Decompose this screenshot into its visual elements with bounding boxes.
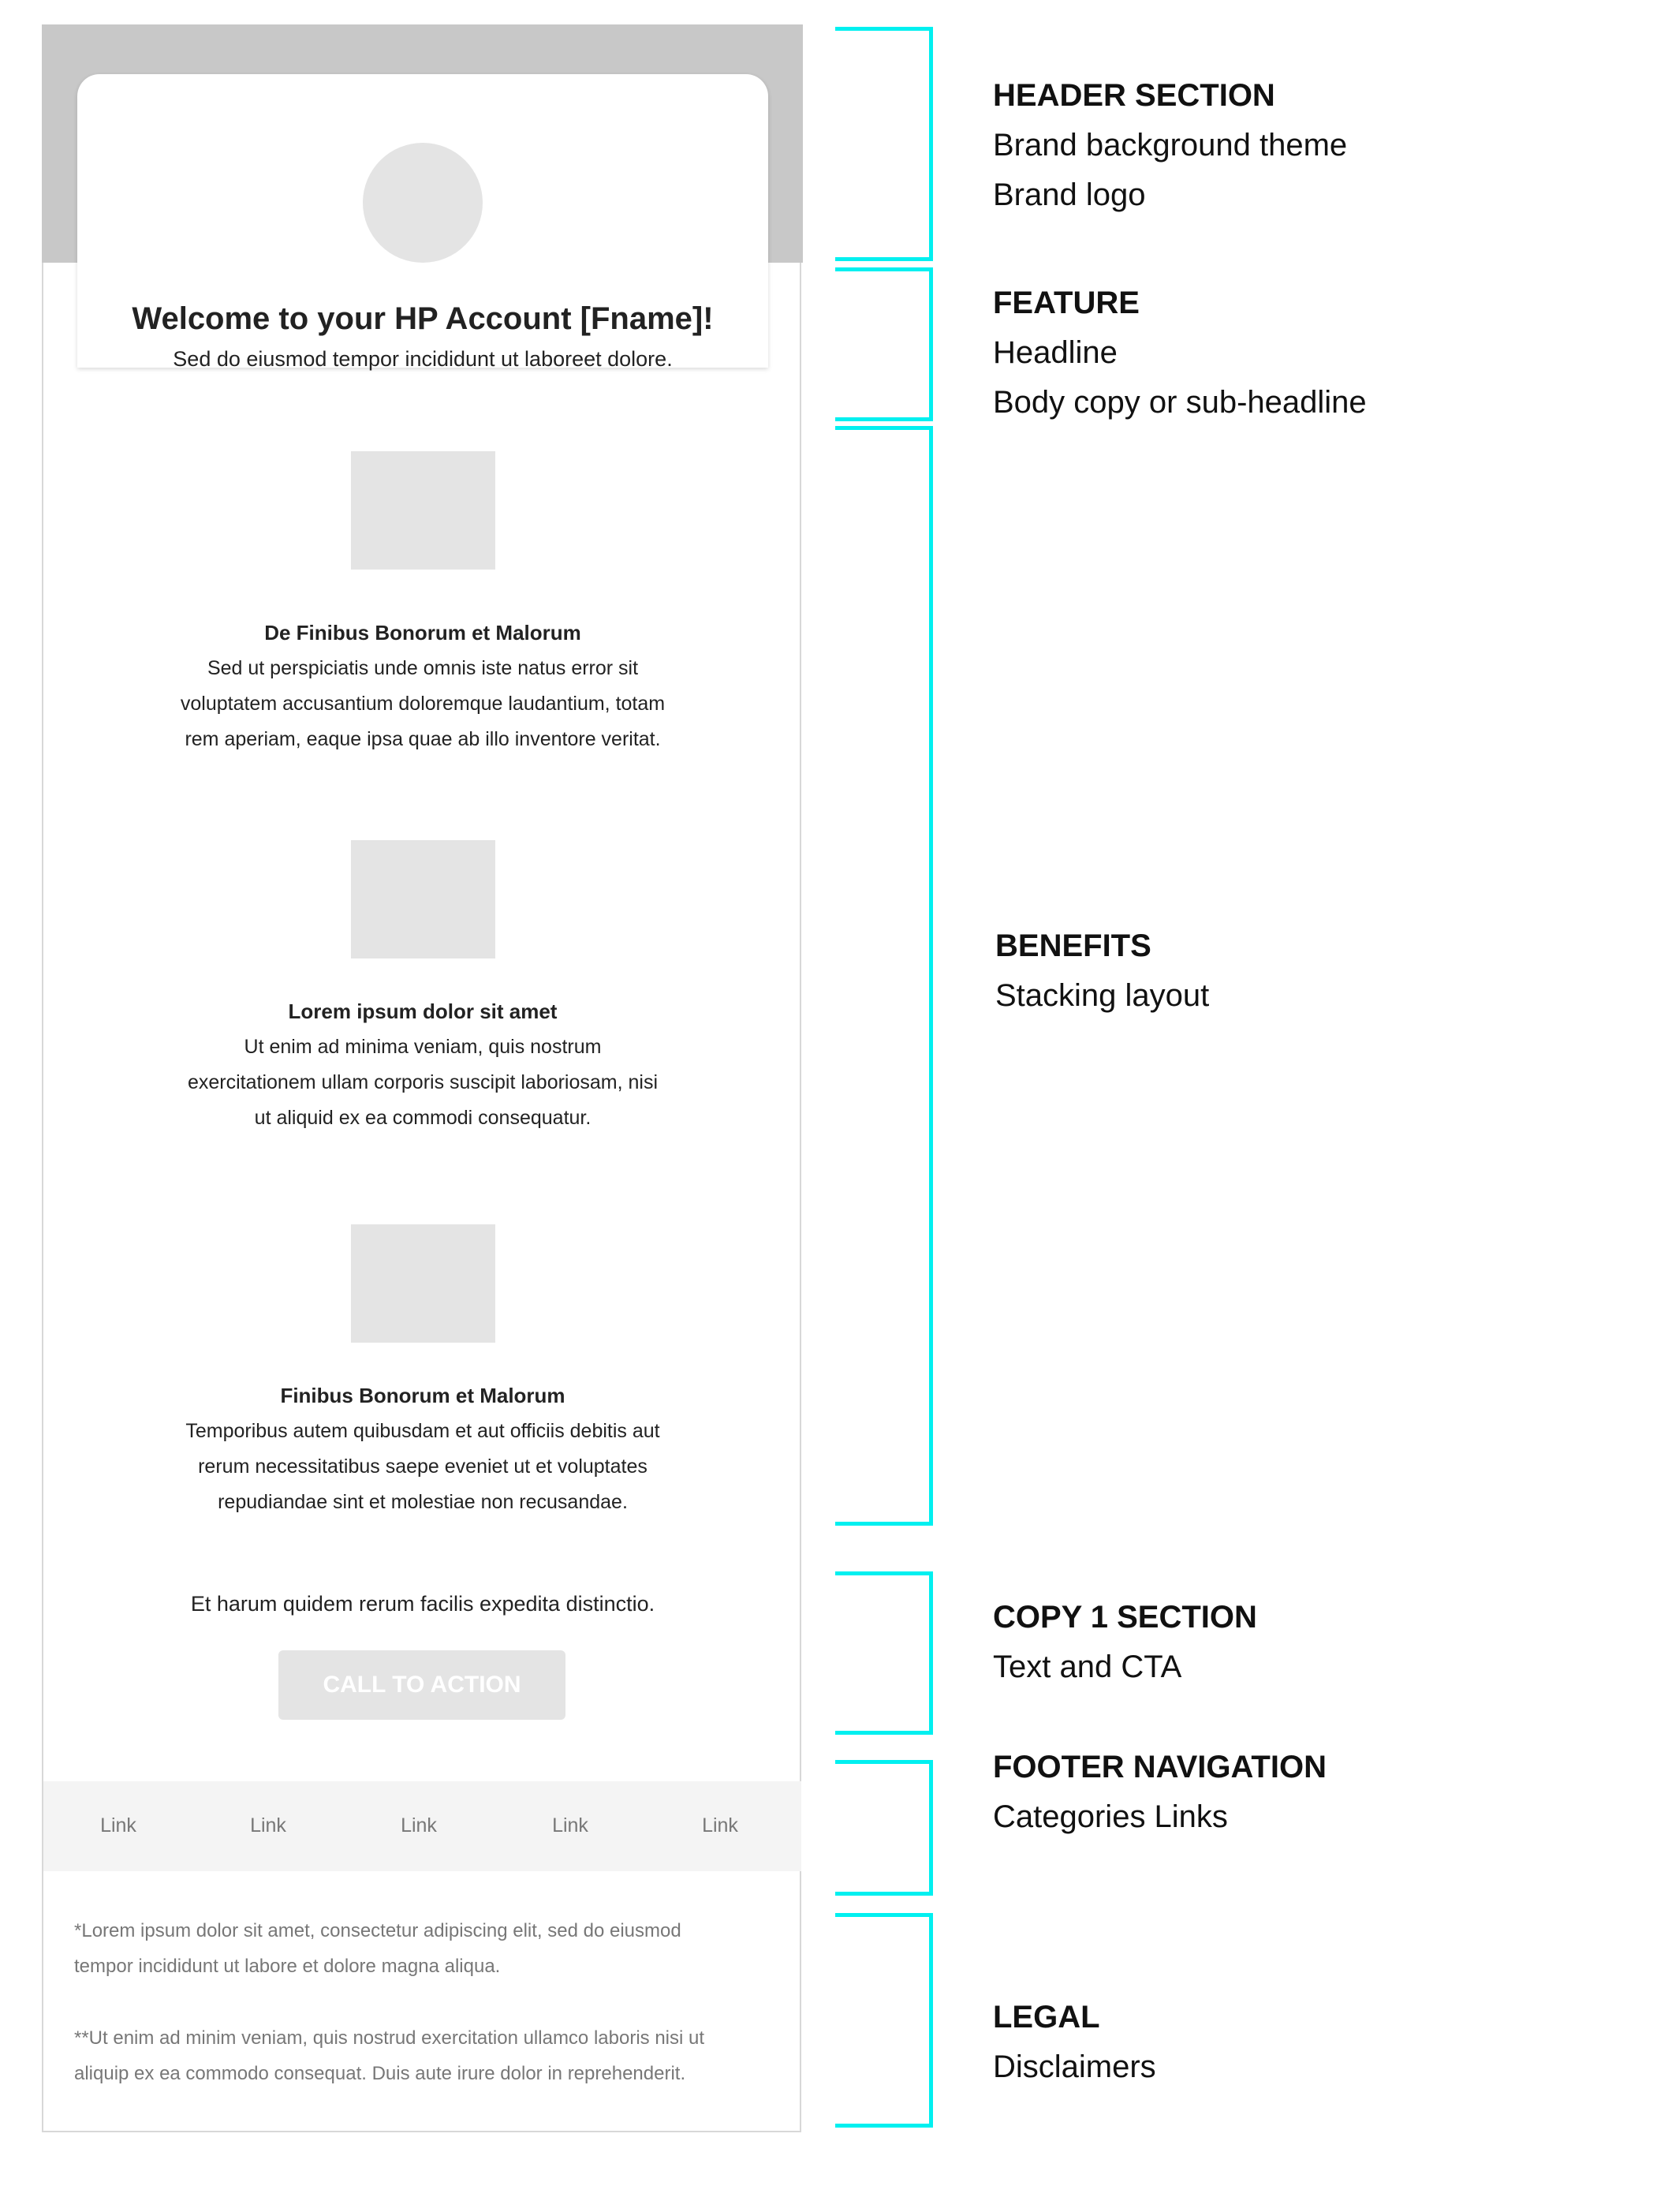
annotation-title: LEGAL bbox=[993, 2000, 1100, 2035]
annotation-legal: LEGAL Disclaimers bbox=[993, 1993, 1156, 2092]
headline: Welcome to your HP Account [Fname]! bbox=[132, 301, 714, 336]
section-bracket bbox=[835, 1571, 933, 1735]
annotation-benefits: BENEFITS Stacking layout bbox=[995, 921, 1209, 1021]
annotation-line: Headline bbox=[993, 335, 1118, 370]
section-bracket bbox=[835, 267, 933, 421]
annotation-feature: FEATURE Headline Body copy or sub-headli… bbox=[993, 278, 1367, 428]
annotation-title: HEADER SECTION bbox=[993, 78, 1275, 113]
benefit-body-line: exercitationem ullam corporis suscipit l… bbox=[187, 1071, 659, 1093]
benefit-body: Sed ut perspiciatis unde omnis iste natu… bbox=[77, 651, 768, 757]
benefit-image-placeholder bbox=[351, 451, 495, 570]
legal-line: *Lorem ipsum dolor sit amet, consectetur… bbox=[74, 1920, 681, 1941]
benefit-body-line: Temporibus autem quibusdam et aut offici… bbox=[185, 1420, 660, 1442]
annotation-line: Brand background theme bbox=[993, 128, 1348, 163]
section-bracket bbox=[835, 426, 933, 1526]
benefit-image-placeholder bbox=[351, 1224, 495, 1343]
brand-logo-placeholder bbox=[363, 143, 483, 263]
annotation-line: Categories Links bbox=[993, 1799, 1228, 1834]
annotation-line: Stacking layout bbox=[995, 978, 1210, 1013]
annotation-line: Body copy or sub-headline bbox=[993, 385, 1367, 420]
footer-navigation bbox=[43, 1781, 801, 1871]
benefit-body-line: voluptatem accusantium doloremque laudan… bbox=[180, 693, 666, 715]
subheadline: Sed do eiusmod tempor incididunt ut labo… bbox=[173, 347, 673, 371]
annotation-header: HEADER SECTION Brand background theme Br… bbox=[993, 71, 1347, 220]
section-bracket bbox=[835, 1760, 933, 1896]
legal-line: aliquip ex ea commodo consequat. Duis au… bbox=[74, 2063, 686, 2084]
annotation-title: COPY 1 SECTION bbox=[993, 1600, 1257, 1635]
annotation-copy: COPY 1 SECTION Text and CTA bbox=[993, 1593, 1257, 1692]
benefit-body: Ut enim ad minima veniam, quis nostrum e… bbox=[77, 1029, 768, 1136]
benefit-body-line: Ut enim ad minima veniam, quis nostrum bbox=[244, 1036, 602, 1058]
footer-link[interactable]: Link bbox=[552, 1814, 588, 1836]
benefit-body-line: repudiandae sint et molestiae non recusa… bbox=[218, 1491, 628, 1513]
legal-line: tempor incididunt ut labore et dolore ma… bbox=[74, 1956, 501, 1977]
benefit-body-line: rem aperiam, eaque ipsa quae ab illo inv… bbox=[185, 728, 661, 750]
annotation-line: Brand logo bbox=[993, 177, 1146, 212]
annotation-line: Text and CTA bbox=[993, 1650, 1182, 1684]
footer-link[interactable]: Link bbox=[401, 1814, 437, 1836]
section-bracket bbox=[835, 1913, 933, 2128]
footer-link[interactable]: Link bbox=[702, 1814, 738, 1836]
benefit-body: Temporibus autem quibusdam et aut offici… bbox=[77, 1414, 768, 1520]
benefit-body-line: Sed ut perspiciatis unde omnis iste natu… bbox=[207, 657, 639, 679]
section-bracket bbox=[835, 27, 933, 261]
copy-text: Et harum quidem rerum facilis expedita d… bbox=[190, 1592, 655, 1616]
annotation-title: FOOTER NAVIGATION bbox=[993, 1750, 1327, 1784]
benefit-title: De Finibus Bonorum et Malorum bbox=[264, 621, 581, 645]
footer-link[interactable]: Link bbox=[100, 1814, 136, 1836]
benefit-title: Finibus Bonorum et Malorum bbox=[280, 1384, 565, 1407]
benefit-body-line: rerum necessitatibus saepe eveniet ut et… bbox=[198, 1455, 647, 1478]
benefit-title: Lorem ipsum dolor sit amet bbox=[288, 1000, 558, 1023]
legal-disclaimer: *Lorem ipsum dolor sit amet, consectetur… bbox=[74, 1913, 768, 1984]
annotation-line: Disclaimers bbox=[993, 2049, 1156, 2084]
email-frame bbox=[42, 24, 801, 2132]
annotation-title: FEATURE bbox=[993, 286, 1140, 320]
call-to-action-button[interactable]: CALL TO ACTION bbox=[278, 1650, 565, 1720]
annotation-footer-navigation: FOOTER NAVIGATION Categories Links bbox=[993, 1743, 1327, 1842]
legal-disclaimer: **Ut enim ad minim veniam, quis nostrud … bbox=[74, 2020, 768, 2091]
annotation-title: BENEFITS bbox=[995, 929, 1151, 963]
benefit-image-placeholder bbox=[351, 840, 495, 958]
legal-line: **Ut enim ad minim veniam, quis nostrud … bbox=[74, 2027, 705, 2049]
benefit-body-line: ut aliquid ex ea commodi consequatur. bbox=[254, 1107, 592, 1129]
footer-link[interactable]: Link bbox=[250, 1814, 286, 1836]
